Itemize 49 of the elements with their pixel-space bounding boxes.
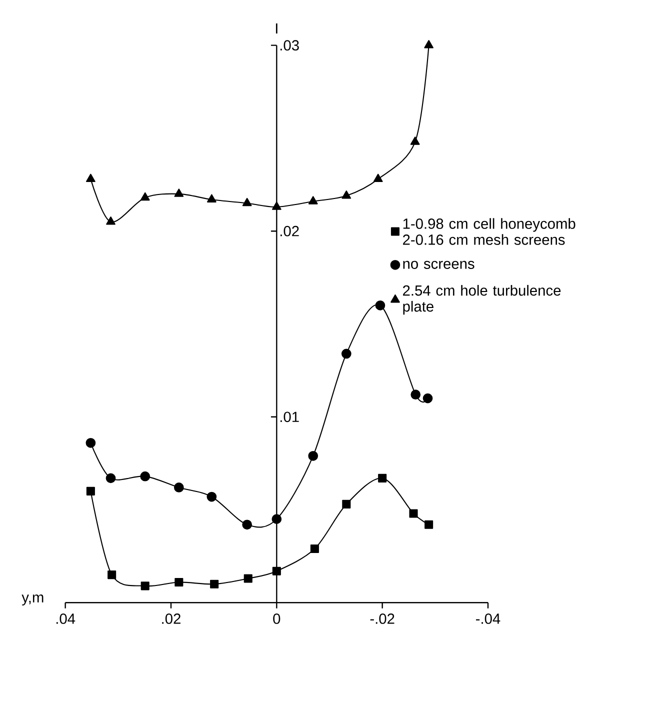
- point: [210, 580, 219, 588]
- y-tick-label: .01: [280, 412, 299, 422]
- point: [242, 520, 252, 530]
- point: [410, 136, 420, 145]
- point: [140, 192, 150, 201]
- x-tick-label: -.02: [370, 614, 394, 624]
- point: [373, 174, 383, 182]
- point: [272, 514, 282, 524]
- point: [424, 520, 434, 529]
- point: [174, 482, 184, 492]
- y-tick-label: .02: [280, 226, 299, 236]
- point: [174, 578, 184, 586]
- point: [409, 509, 418, 518]
- x-axis-title: y,m: [22, 594, 44, 606]
- x-tick-label: 0: [273, 614, 280, 624]
- point: [424, 40, 434, 48]
- point: [422, 393, 433, 404]
- x-tick-label: .04: [56, 614, 76, 624]
- x-tick-label: -.04: [476, 614, 500, 624]
- point: [140, 471, 150, 482]
- legend-label: 2.54 cm hole turbulence plate: [403, 284, 561, 315]
- point: [272, 566, 281, 576]
- point: [341, 348, 352, 359]
- point: [410, 390, 421, 400]
- point: [308, 196, 318, 204]
- y-axis-title: I: [276, 23, 278, 34]
- point: [272, 202, 282, 210]
- point: [86, 438, 96, 448]
- point: [375, 300, 386, 310]
- point: [342, 190, 352, 199]
- point: [242, 198, 252, 206]
- point: [86, 174, 96, 182]
- legend-label: 1-0.98 cm cell honeycomb 2-0.16 cm mesh screens: [403, 218, 576, 245]
- point: [206, 492, 217, 502]
- point: [106, 216, 116, 225]
- point: [308, 450, 318, 461]
- point: [310, 544, 319, 554]
- point: [206, 194, 216, 202]
- legend-label: no screens: [403, 260, 474, 269]
- point: [106, 473, 116, 484]
- point: [108, 570, 116, 580]
- x-tick-label: .02: [162, 614, 180, 624]
- point: [140, 582, 150, 590]
- point: [378, 474, 387, 482]
- point: [342, 500, 351, 508]
- point: [86, 486, 95, 496]
- point: [244, 574, 252, 583]
- y-tick-label: .03: [280, 40, 299, 51]
- point: [174, 188, 184, 197]
